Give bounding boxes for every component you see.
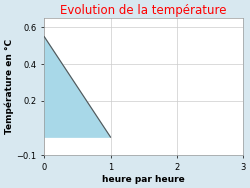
Title: Evolution de la température: Evolution de la température <box>60 4 227 17</box>
Polygon shape <box>44 37 110 137</box>
X-axis label: heure par heure: heure par heure <box>102 175 185 184</box>
Y-axis label: Température en °C: Température en °C <box>4 39 14 134</box>
